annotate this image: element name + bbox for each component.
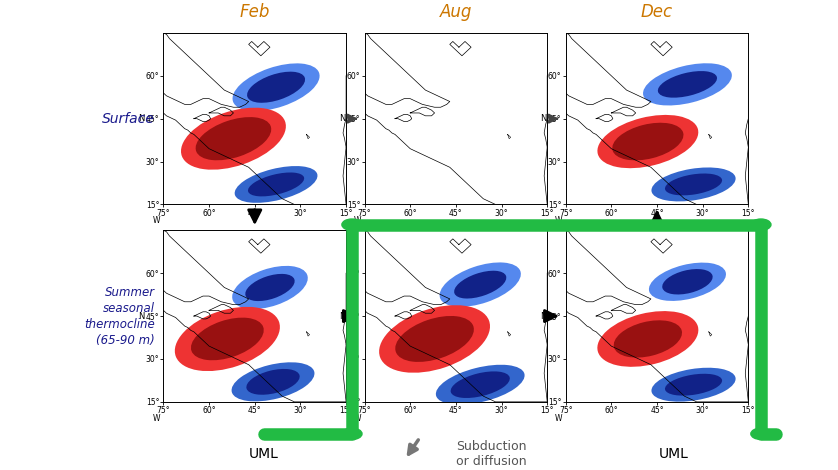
Ellipse shape (613, 321, 682, 358)
Ellipse shape (440, 262, 521, 307)
Circle shape (751, 219, 771, 230)
Text: W: W (555, 414, 562, 423)
Polygon shape (365, 33, 450, 107)
Text: Aug: Aug (440, 3, 472, 21)
Ellipse shape (379, 305, 490, 373)
Polygon shape (395, 312, 411, 319)
Ellipse shape (649, 263, 726, 301)
Ellipse shape (597, 115, 698, 168)
Polygon shape (612, 107, 636, 116)
Polygon shape (596, 312, 613, 319)
Circle shape (342, 219, 362, 230)
Polygon shape (450, 239, 471, 253)
Polygon shape (566, 230, 651, 305)
Ellipse shape (454, 271, 506, 298)
Ellipse shape (246, 274, 295, 301)
Polygon shape (365, 33, 547, 204)
Polygon shape (194, 312, 210, 319)
Text: Subduction
or diffusion: Subduction or diffusion (456, 439, 526, 468)
Text: W: W (354, 414, 361, 423)
Polygon shape (194, 114, 210, 122)
Ellipse shape (436, 365, 525, 405)
Y-axis label: N: N (541, 312, 547, 321)
Y-axis label: N: N (339, 312, 346, 321)
Ellipse shape (665, 374, 722, 396)
Polygon shape (410, 305, 435, 313)
Ellipse shape (191, 318, 264, 360)
Polygon shape (307, 134, 309, 139)
Ellipse shape (232, 63, 319, 111)
Ellipse shape (181, 108, 286, 170)
Ellipse shape (643, 63, 732, 105)
Polygon shape (163, 33, 249, 107)
Ellipse shape (175, 307, 280, 371)
Ellipse shape (651, 167, 736, 202)
Ellipse shape (247, 71, 305, 103)
Text: Feb: Feb (240, 3, 270, 21)
Text: W: W (153, 414, 160, 423)
Text: W: W (153, 217, 160, 226)
Y-axis label: N: N (541, 114, 547, 123)
Ellipse shape (662, 269, 712, 295)
Circle shape (342, 428, 362, 439)
Polygon shape (508, 134, 510, 139)
Polygon shape (709, 332, 711, 336)
Polygon shape (508, 332, 510, 336)
Text: Dec: Dec (641, 3, 673, 21)
Ellipse shape (613, 123, 684, 160)
Ellipse shape (396, 316, 473, 362)
Ellipse shape (232, 266, 308, 309)
Polygon shape (395, 114, 411, 122)
Polygon shape (450, 41, 471, 56)
Text: W: W (555, 217, 562, 226)
Polygon shape (307, 332, 309, 336)
Polygon shape (365, 230, 450, 305)
Ellipse shape (597, 311, 698, 367)
Polygon shape (612, 305, 636, 313)
Ellipse shape (248, 172, 304, 196)
Polygon shape (210, 305, 234, 313)
Polygon shape (163, 230, 249, 305)
Ellipse shape (246, 369, 300, 395)
Polygon shape (596, 114, 613, 122)
Ellipse shape (665, 173, 722, 196)
Polygon shape (566, 33, 748, 204)
Ellipse shape (451, 371, 510, 398)
Text: Summer
seasonal
thermocline
(65-90 m): Summer seasonal thermocline (65-90 m) (85, 286, 155, 346)
Y-axis label: N: N (138, 312, 145, 321)
Polygon shape (651, 239, 672, 253)
Polygon shape (249, 239, 270, 253)
Ellipse shape (231, 362, 314, 401)
Polygon shape (709, 134, 711, 139)
Polygon shape (249, 41, 270, 56)
Polygon shape (566, 33, 651, 107)
Circle shape (751, 428, 771, 439)
Text: Surface: Surface (102, 112, 155, 125)
Polygon shape (210, 107, 234, 116)
Text: W: W (354, 217, 361, 226)
Text: UML: UML (659, 446, 689, 461)
Polygon shape (163, 33, 346, 204)
Polygon shape (410, 107, 435, 116)
Ellipse shape (195, 117, 272, 160)
Polygon shape (163, 230, 346, 402)
Ellipse shape (235, 166, 318, 203)
Polygon shape (651, 41, 672, 56)
Text: UML: UML (249, 446, 279, 461)
Polygon shape (566, 230, 748, 402)
Y-axis label: N: N (339, 114, 346, 123)
Ellipse shape (651, 368, 736, 402)
Ellipse shape (658, 71, 717, 98)
Polygon shape (365, 230, 547, 402)
Y-axis label: N: N (138, 114, 145, 123)
